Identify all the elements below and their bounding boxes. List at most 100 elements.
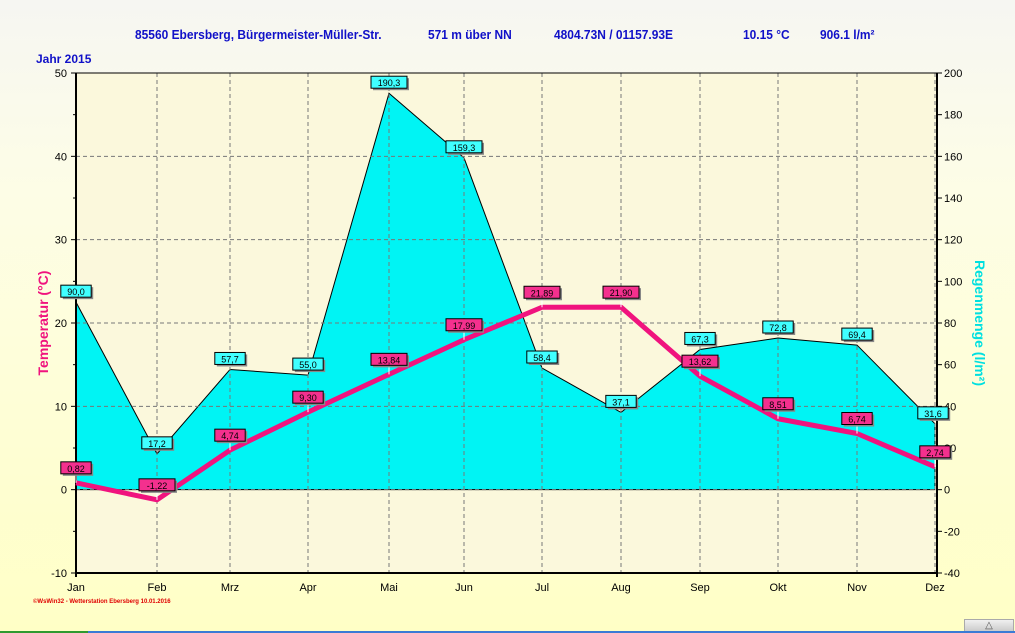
label-text: 21,90 bbox=[610, 288, 633, 298]
label-box bbox=[60, 284, 92, 298]
rain-data-label: 72,8 bbox=[762, 320, 796, 335]
y2-tick-label: 200 bbox=[944, 68, 962, 80]
y-tick-label: -10 bbox=[51, 568, 67, 580]
label-text: 6,74 bbox=[848, 415, 866, 425]
header-coords: 4804.73N / 01157.93E bbox=[554, 27, 674, 42]
label-text: 13,62 bbox=[689, 357, 712, 367]
temp-data-label: 17,99 bbox=[445, 318, 484, 333]
y-tick-label: 50 bbox=[55, 68, 67, 80]
rain-data-label: 55,0 bbox=[292, 357, 326, 373]
label-box bbox=[138, 478, 176, 492]
label-box bbox=[917, 406, 949, 420]
label-text: 55,0 bbox=[299, 360, 317, 370]
x-tick-label: Apr bbox=[299, 582, 316, 594]
y2-tick-label: 60 bbox=[944, 360, 956, 372]
header-altitude: 571 m über NN bbox=[428, 27, 512, 42]
y2-tick-label: 160 bbox=[944, 151, 962, 163]
y-tick-label: 0 bbox=[61, 485, 67, 497]
rain-data-label: 58,4 bbox=[526, 350, 560, 365]
label-text: 2,74 bbox=[926, 448, 944, 458]
rain-data-label: 190,3 bbox=[370, 75, 409, 91]
y2-tick-label: -40 bbox=[944, 568, 960, 580]
label-text: 9,30 bbox=[299, 393, 317, 403]
label-text: 31,6 bbox=[924, 409, 942, 419]
y-tick-label: 40 bbox=[55, 151, 67, 163]
temp-data-label: 21,89 bbox=[523, 285, 562, 301]
y-tick-label: 30 bbox=[55, 235, 67, 247]
rain-data-label: 37,1 bbox=[605, 394, 639, 410]
temp-data-label: 2,74 bbox=[919, 445, 953, 460]
x-tick-label: Nov bbox=[847, 582, 867, 594]
rain-data-label: 159,3 bbox=[445, 140, 484, 155]
label-box bbox=[60, 461, 92, 475]
x-tick-label: Jan bbox=[67, 582, 85, 594]
temp-data-label: 0,82 bbox=[60, 461, 94, 476]
year-label: Jahr 2015 bbox=[36, 52, 92, 66]
label-text: 67,3 bbox=[691, 334, 709, 344]
x-tick-label: Jul bbox=[535, 582, 549, 594]
temperature-line bbox=[75, 304, 936, 503]
label-text: 0,82 bbox=[67, 464, 85, 474]
label-box bbox=[214, 428, 246, 442]
temp-data-label: 4,74 bbox=[214, 428, 248, 444]
label-text: 17,2 bbox=[148, 439, 166, 449]
temp-data-label: 8,51 bbox=[762, 397, 796, 412]
label-box bbox=[605, 394, 637, 408]
label-box bbox=[141, 436, 173, 450]
y2-tick-label: -20 bbox=[944, 526, 960, 538]
label-box bbox=[602, 285, 640, 299]
rain-data-label: 57,7 bbox=[214, 351, 248, 367]
label-box bbox=[370, 352, 408, 366]
label-box bbox=[214, 351, 246, 365]
label-text: 4,74 bbox=[221, 431, 239, 441]
temp-data-label: 6,74 bbox=[841, 412, 875, 427]
x-tick-label: Jun bbox=[455, 582, 473, 594]
label-box bbox=[762, 320, 794, 334]
y2-tick-label: 0 bbox=[944, 485, 950, 497]
x-tick-label: Okt bbox=[769, 582, 786, 594]
label-box bbox=[684, 331, 716, 345]
label-text: 190,3 bbox=[378, 78, 401, 88]
y2-tick-label: 100 bbox=[944, 276, 962, 288]
label-box bbox=[526, 350, 558, 364]
header-location: 85560 Ebersberg, Bürgermeister-Müller-St… bbox=[135, 27, 382, 42]
x-tick-label: Mrz bbox=[221, 582, 239, 594]
rain-data-label: 69,4 bbox=[841, 327, 875, 343]
y2-tick-label: 120 bbox=[944, 235, 962, 247]
y2-tick-label: 180 bbox=[944, 110, 962, 122]
label-box bbox=[445, 140, 483, 154]
label-box bbox=[841, 412, 873, 425]
temp-data-label: 13,62 bbox=[681, 354, 720, 370]
x-tick-label: Sep bbox=[690, 582, 710, 594]
triangle-up-icon: △ bbox=[985, 620, 993, 631]
label-box bbox=[292, 390, 324, 404]
label-text: 17,99 bbox=[453, 321, 476, 331]
y-axis-title-rain: Regenmenge (l/m²) bbox=[972, 259, 988, 386]
x-tick-label: Aug bbox=[611, 582, 631, 594]
y-tick-label: 10 bbox=[55, 401, 67, 413]
label-box bbox=[445, 318, 483, 332]
x-tick-label: Dez bbox=[925, 582, 945, 594]
y-tick-label: 20 bbox=[55, 318, 67, 330]
label-text: 8,51 bbox=[769, 400, 787, 410]
label-box bbox=[523, 285, 561, 299]
rain-data-label: 67,3 bbox=[684, 331, 718, 347]
temp-data-label: 21,90 bbox=[602, 285, 641, 301]
y2-tick-label: 140 bbox=[944, 193, 962, 205]
rain-data-label: 90,0 bbox=[60, 284, 94, 300]
label-text: 58,4 bbox=[533, 353, 551, 363]
header-total-rain: 906.1 l/m² bbox=[820, 27, 875, 42]
label-box bbox=[681, 354, 719, 368]
label-text: 13,84 bbox=[378, 355, 401, 365]
label-text: 90,0 bbox=[67, 287, 85, 297]
y-axis-title-temperature: Temperatur (°C) bbox=[35, 270, 51, 376]
header-avg-temp: 10.15 °C bbox=[743, 27, 790, 42]
label-text: -1,22 bbox=[147, 481, 168, 491]
label-box bbox=[762, 397, 794, 411]
x-tick-label: Feb bbox=[148, 582, 167, 594]
label-text: 21,89 bbox=[531, 288, 554, 298]
label-text: 37,1 bbox=[612, 397, 630, 407]
rain-data-label: 17,2 bbox=[141, 436, 175, 451]
label-text: 72,8 bbox=[769, 323, 787, 333]
